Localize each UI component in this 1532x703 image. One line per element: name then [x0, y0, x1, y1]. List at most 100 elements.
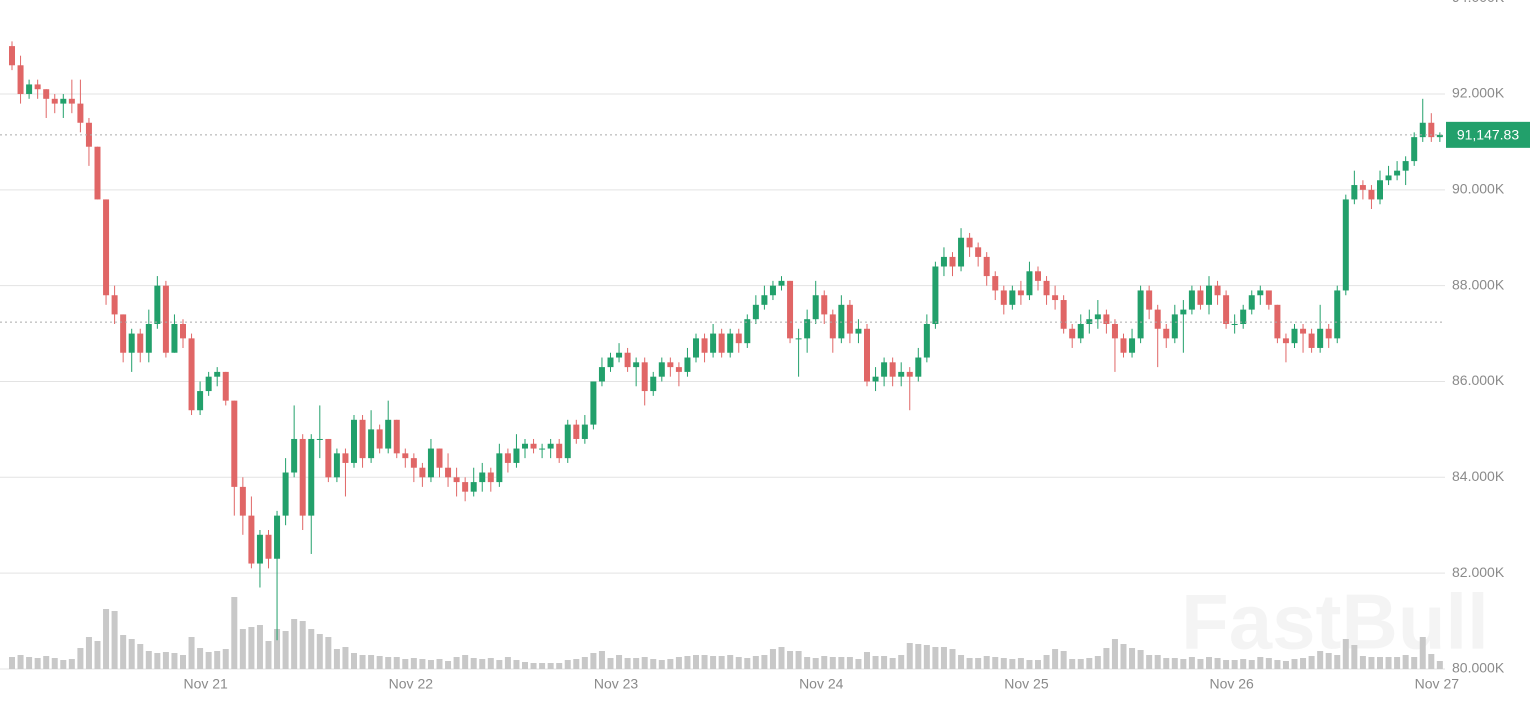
- volume-bar: [282, 631, 289, 669]
- volume-bar: [359, 655, 366, 669]
- last-price-label: 91,147.83: [1457, 127, 1519, 143]
- volume-bar: [795, 651, 802, 669]
- volume-bar: [1368, 657, 1375, 669]
- x-tick-label: Nov 26: [1209, 676, 1254, 692]
- candle-body: [581, 424, 588, 439]
- volume-bar: [1129, 648, 1136, 669]
- candle-body: [137, 333, 144, 353]
- volume-bar: [1103, 648, 1110, 669]
- volume-bar: [889, 658, 896, 669]
- candle-body: [684, 357, 691, 372]
- candle-body: [778, 280, 785, 286]
- candle-body: [675, 367, 682, 372]
- volume-bar: [43, 656, 50, 669]
- volume-bar: [291, 619, 298, 669]
- volume-bar: [530, 663, 537, 669]
- y-tick-label: 84.000K: [1452, 468, 1505, 484]
- candle-body: [958, 237, 965, 267]
- volume-bar: [342, 647, 349, 669]
- candle-body: [761, 295, 768, 305]
- volume-bar: [590, 653, 597, 669]
- volume-bar: [274, 629, 281, 669]
- volume-bar: [573, 659, 580, 669]
- volume-bar: [103, 609, 110, 669]
- candle-body: [1026, 271, 1033, 296]
- volume-bar: [658, 660, 665, 669]
- candle-body: [769, 285, 776, 296]
- volume-bar: [1077, 659, 1084, 669]
- candle-body: [1188, 290, 1195, 310]
- volume-bar: [111, 611, 118, 669]
- volume-bar: [1428, 654, 1435, 669]
- candle-body: [479, 472, 486, 483]
- candle-body: [872, 376, 879, 382]
- volume-bar: [145, 651, 152, 669]
- volume-bar: [1419, 637, 1426, 669]
- volume-bar: [829, 657, 836, 669]
- volume-bar: [1342, 639, 1349, 669]
- volume-bar: [462, 655, 469, 669]
- volume-bar: [453, 657, 460, 669]
- volume-bar: [744, 658, 751, 669]
- volume-bar: [1009, 659, 1016, 669]
- candle-body: [120, 314, 127, 353]
- candle-body: [316, 438, 323, 440]
- candle-body: [205, 376, 212, 392]
- candle-body: [1394, 170, 1401, 176]
- y-tick-label: 80.000K: [1452, 660, 1505, 676]
- volume-bar: [1282, 661, 1289, 669]
- candle-body: [1197, 290, 1204, 305]
- volume-bar: [479, 659, 486, 669]
- volume-bar: [1394, 657, 1401, 669]
- volume-bar: [393, 657, 400, 669]
- candle-body: [9, 46, 15, 66]
- volume-bar: [1377, 657, 1383, 669]
- volume-bar: [1291, 659, 1298, 669]
- volume-bar: [1231, 660, 1238, 669]
- candle-body: [547, 443, 554, 449]
- volume-bar: [368, 655, 375, 669]
- volume-bar: [975, 658, 982, 669]
- candle-body: [1428, 122, 1435, 138]
- candle-body: [1325, 328, 1332, 339]
- candle-body: [752, 304, 759, 320]
- volume-bar: [718, 656, 725, 669]
- candle-body: [975, 247, 982, 257]
- candle-body: [282, 472, 289, 516]
- volume-bar: [864, 652, 870, 669]
- candle-body: [1265, 290, 1272, 305]
- volume-bar: [564, 660, 571, 669]
- candle-body: [427, 448, 434, 478]
- volume-bar: [427, 660, 434, 669]
- volume-bar: [710, 656, 717, 669]
- candle-body: [1052, 295, 1059, 301]
- volume-bar: [1300, 658, 1307, 669]
- candle-body: [43, 89, 50, 99]
- volume-bar: [667, 659, 674, 669]
- candle-body: [256, 534, 263, 564]
- candle-body: [530, 443, 537, 449]
- candle-body: [359, 419, 366, 459]
- candle-body: [34, 84, 41, 90]
- candle-body: [188, 338, 195, 411]
- candle-body: [1009, 290, 1016, 305]
- volume-bar: [333, 649, 340, 669]
- volume-bar: [1111, 639, 1118, 669]
- volume-bar: [1154, 655, 1161, 669]
- candle-body: [573, 424, 580, 439]
- volume-bar: [231, 597, 238, 669]
- candle-body: [812, 295, 819, 320]
- volume-bar: [171, 653, 178, 669]
- candle-body: [85, 122, 92, 147]
- x-tick-label: Nov 27: [1415, 676, 1460, 692]
- candle-body: [1317, 328, 1324, 348]
- volume-bar: [51, 658, 58, 669]
- candle-body: [1069, 328, 1076, 339]
- volume-bar: [1120, 644, 1127, 669]
- volume-bar: [188, 637, 195, 669]
- volume-bar: [1188, 657, 1195, 669]
- candle-body: [453, 477, 460, 483]
- volume-bar: [504, 657, 511, 669]
- candle-body: [342, 453, 349, 463]
